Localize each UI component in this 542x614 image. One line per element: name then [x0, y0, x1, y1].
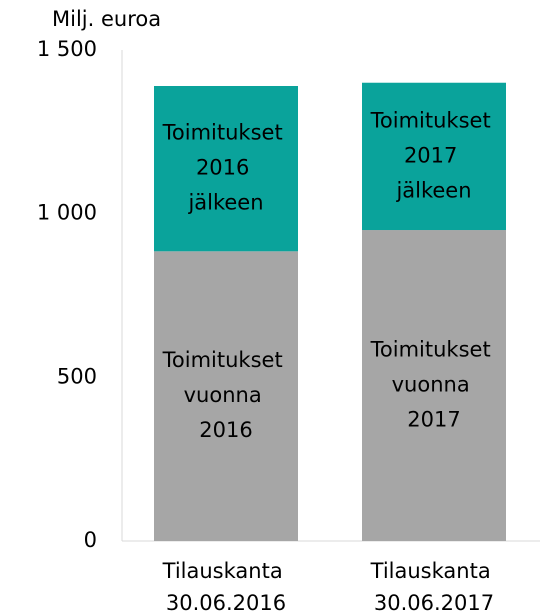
- x-tick-label: Tilauskanta 30.06.2017: [370, 559, 498, 614]
- segment-label: Toimitukset 2017 jälkeen: [370, 108, 498, 202]
- y-tick-label: 0: [84, 528, 97, 552]
- segment-label: Toimitukset 2016 jälkeen: [162, 121, 290, 215]
- bar-segment: [362, 82, 506, 231]
- bar-segment: [154, 86, 298, 252]
- y-axis-title: Milj. euroa: [52, 7, 161, 31]
- segment-label: Toimitukset vuonna 2016: [162, 348, 290, 442]
- y-tick-label: 500: [57, 364, 97, 388]
- y-tick-label: 1 000: [37, 201, 97, 225]
- segment-label: Toimitukset vuonna 2017: [370, 338, 498, 432]
- bar-segment: [154, 251, 298, 541]
- y-tick-label: 1 500: [37, 37, 97, 61]
- bar-segment: [362, 230, 506, 542]
- x-tick-label: Tilauskanta 30.06.2016: [162, 559, 290, 614]
